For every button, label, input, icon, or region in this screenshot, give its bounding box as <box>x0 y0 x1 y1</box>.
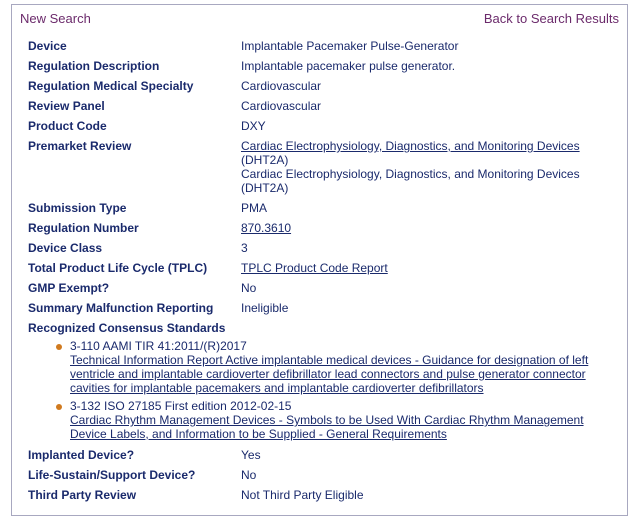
row-life-sustain: Life-Sustain/Support Device? No <box>24 465 615 485</box>
value-submission-type: PMA <box>237 198 615 218</box>
details-table: Device Implantable Pacemaker Pulse-Gener… <box>24 36 615 505</box>
label-summary-malfunction: Summary Malfunction Reporting <box>24 298 237 318</box>
standard-title-link[interactable]: Technical Information Report Active impl… <box>70 353 588 395</box>
label-submission-type: Submission Type <box>24 198 237 218</box>
label-specialty: Regulation Medical Specialty <box>24 76 237 96</box>
row-standards: Recognized Consensus Standards 3-110 AAM… <box>24 318 615 445</box>
top-bar: New Search Back to Search Results <box>12 5 627 30</box>
label-third-party: Third Party Review <box>24 485 237 505</box>
value-life-sustain: No <box>237 465 615 485</box>
standards-list: 3-110 AAMI TIR 41:2011/(R)2017Technical … <box>28 339 611 445</box>
value-tplc: TPLC Product Code Report <box>237 258 615 278</box>
details-content: Device Implantable Pacemaker Pulse-Gener… <box>12 30 627 515</box>
row-device-class: Device Class 3 <box>24 238 615 258</box>
label-gmp: GMP Exempt? <box>24 278 237 298</box>
label-reg-desc: Regulation Description <box>24 56 237 76</box>
row-submission-type: Submission Type PMA <box>24 198 615 218</box>
premarket-line2: Cardiac Electrophysiology, Diagnostics, … <box>241 167 580 195</box>
label-premarket: Premarket Review <box>24 136 237 198</box>
label-implanted: Implanted Device? <box>24 445 237 465</box>
standard-item: 3-132 ISO 27185 First edition 2012-02-15… <box>58 399 611 445</box>
reg-number-link[interactable]: 870.3610 <box>241 221 291 235</box>
label-product-code: Product Code <box>24 116 237 136</box>
value-review-panel: Cardiovascular <box>237 96 615 116</box>
row-device: Device Implantable Pacemaker Pulse-Gener… <box>24 36 615 56</box>
label-reg-number: Regulation Number <box>24 218 237 238</box>
value-specialty: Cardiovascular <box>237 76 615 96</box>
label-standards: Recognized Consensus Standards <box>28 321 225 335</box>
standard-item: 3-110 AAMI TIR 41:2011/(R)2017Technical … <box>58 339 611 399</box>
premarket-tail: (DHT2A) <box>241 153 288 167</box>
label-review-panel: Review Panel <box>24 96 237 116</box>
premarket-link[interactable]: Cardiac Electrophysiology, Diagnostics, … <box>241 139 580 153</box>
value-device: Implantable Pacemaker Pulse-Generator <box>237 36 615 56</box>
value-premarket: Cardiac Electrophysiology, Diagnostics, … <box>237 136 615 198</box>
row-product-code: Product Code DXY <box>24 116 615 136</box>
row-reg-number: Regulation Number 870.3610 <box>24 218 615 238</box>
row-implanted: Implanted Device? Yes <box>24 445 615 465</box>
row-tplc: Total Product Life Cycle (TPLC) TPLC Pro… <box>24 258 615 278</box>
row-review-panel: Review Panel Cardiovascular <box>24 96 615 116</box>
row-specialty: Regulation Medical Specialty Cardiovascu… <box>24 76 615 96</box>
row-premarket: Premarket Review Cardiac Electrophysiolo… <box>24 136 615 198</box>
standard-title-link[interactable]: Cardiac Rhythm Management Devices - Symb… <box>70 413 584 441</box>
back-to-results-link[interactable]: Back to Search Results <box>484 11 619 26</box>
value-third-party: Not Third Party Eligible <box>237 485 615 505</box>
value-device-class: 3 <box>237 238 615 258</box>
label-tplc: Total Product Life Cycle (TPLC) <box>24 258 237 278</box>
value-implanted: Yes <box>237 445 615 465</box>
row-summary-malfunction: Summary Malfunction Reporting Ineligible <box>24 298 615 318</box>
row-reg-desc: Regulation Description Implantable pacem… <box>24 56 615 76</box>
new-search-link[interactable]: New Search <box>20 11 91 26</box>
label-life-sustain: Life-Sustain/Support Device? <box>24 465 237 485</box>
standard-code: 3-110 AAMI TIR 41:2011/(R)2017 <box>70 339 247 353</box>
value-reg-desc: Implantable pacemaker pulse generator. <box>237 56 615 76</box>
standard-code: 3-132 ISO 27185 First edition 2012-02-15 <box>70 399 291 413</box>
label-device-class: Device Class <box>24 238 237 258</box>
value-gmp: No <box>237 278 615 298</box>
value-reg-number: 870.3610 <box>237 218 615 238</box>
row-gmp: GMP Exempt? No <box>24 278 615 298</box>
label-device: Device <box>24 36 237 56</box>
tplc-link[interactable]: TPLC Product Code Report <box>241 261 388 275</box>
value-product-code: DXY <box>237 116 615 136</box>
value-summary-malfunction: Ineligible <box>237 298 615 318</box>
row-third-party: Third Party Review Not Third Party Eligi… <box>24 485 615 505</box>
device-record-panel: New Search Back to Search Results Device… <box>11 4 628 516</box>
